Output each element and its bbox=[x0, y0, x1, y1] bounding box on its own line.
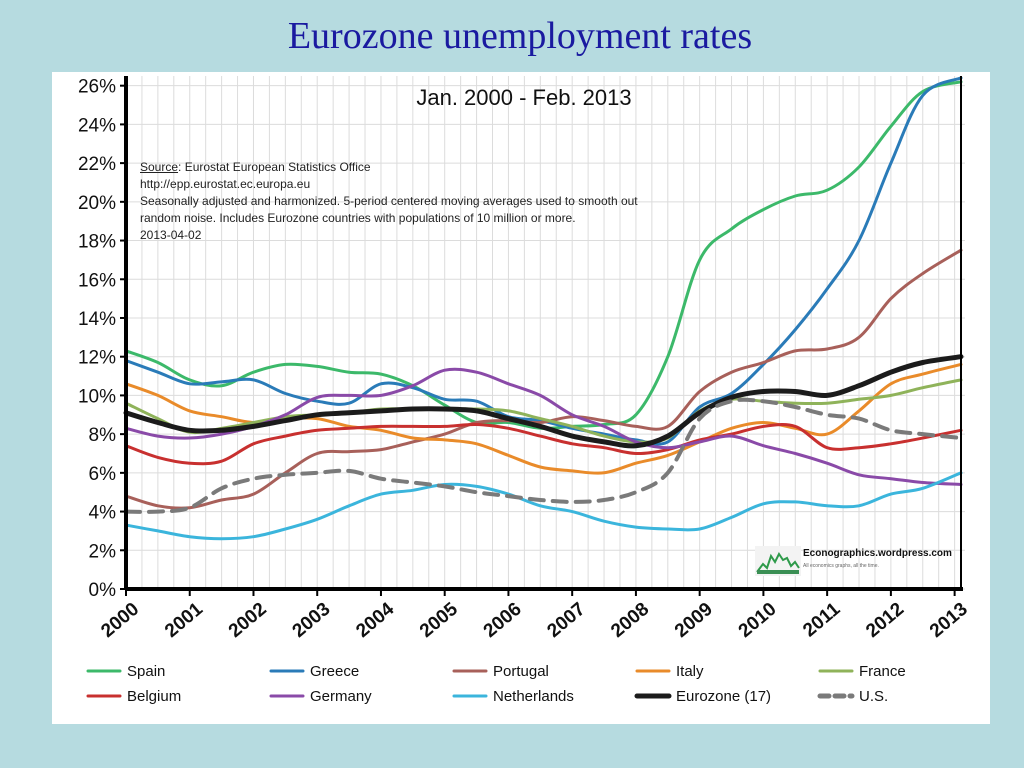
line-chart: 0% 2% 4% 6% 8% 10% 12% 14% 16% 18% 20% 22% 24% 26% 20… bbox=[78, 76, 972, 705]
method-note-line2: random noise. Includes Eurozone countrie… bbox=[140, 211, 576, 225]
y-tick-label: 4% bbox=[89, 503, 117, 524]
x-tick-label: 2013 bbox=[926, 599, 972, 642]
x-tick-label: 2001 bbox=[161, 598, 207, 642]
x-tick-label: 2004 bbox=[352, 598, 398, 642]
y-tick-label: 0% bbox=[89, 580, 117, 601]
series-line-greece bbox=[124, 76, 963, 446]
x-tick-label: 2005 bbox=[416, 598, 462, 642]
y-tick-label: 14% bbox=[78, 309, 116, 330]
y-tick-label: 20% bbox=[78, 193, 116, 214]
series-line-eurozone-17 bbox=[123, 354, 964, 449]
series-line-belgium bbox=[124, 422, 963, 466]
legend-label-eurozone-17: Eurozone (17) bbox=[676, 688, 771, 705]
series-line-france bbox=[124, 378, 963, 444]
series-line-spain bbox=[124, 80, 963, 430]
legend-label-portugal: Portugal bbox=[493, 663, 549, 680]
logo-chart-icon bbox=[755, 546, 801, 576]
note-date: 2013-04-02 bbox=[140, 228, 202, 242]
legend-label-spain: Spain bbox=[127, 663, 165, 680]
y-tick-label: 24% bbox=[78, 115, 116, 136]
source-label: Source bbox=[140, 160, 179, 174]
y-tick-label: 8% bbox=[89, 425, 117, 446]
legend-label-belgium: Belgium bbox=[127, 688, 181, 705]
y-tick-label: 2% bbox=[89, 541, 117, 562]
y-tick-label: 6% bbox=[89, 464, 117, 485]
chart-title: Jan. 2000 - Feb. 2013 bbox=[416, 85, 631, 110]
series-line-portugal bbox=[124, 248, 963, 510]
method-note-line1: Seasonally adjusted and harmonized. 5-pe… bbox=[140, 194, 638, 208]
series-line-u-s bbox=[124, 397, 963, 514]
legend-label-france: France bbox=[859, 663, 906, 680]
legend-label-germany: Germany bbox=[310, 688, 372, 705]
y-tick-label: 16% bbox=[78, 270, 116, 291]
logo-text: Econographics.wordpress.com bbox=[803, 548, 952, 559]
source-line: Source: Eurostat European Statistics Off… bbox=[140, 160, 371, 174]
x-tick-labels: 2000 2001 2002 2003 2004 2005 2006 2007 2008 2009… bbox=[97, 598, 972, 642]
source-text: : Eurostat European Statistics Office bbox=[178, 160, 371, 174]
x-tick-label: 2002 bbox=[225, 599, 271, 642]
legend-label-greece: Greece bbox=[310, 663, 359, 680]
legend: Spain Greece Portugal Italy France Belgium Ger… bbox=[86, 663, 906, 705]
y-tick-label: 18% bbox=[78, 232, 116, 253]
y-tick-labels: 0% 2% 4% 6% 8% 10% 12% 14% 16% 18% 20% 22% 24% 26% bbox=[78, 77, 116, 601]
y-tick-label: 10% bbox=[78, 386, 116, 407]
series-layer bbox=[123, 76, 964, 541]
logo-tagline: All economics graphs, all the time. bbox=[803, 563, 879, 569]
slide-title: Eurozone unemployment rates bbox=[287, 15, 753, 57]
x-tick-label: 2008 bbox=[607, 599, 653, 642]
x-tick-label: 2009 bbox=[671, 599, 717, 642]
y-tick-label: 22% bbox=[78, 154, 116, 175]
x-tick-label: 2006 bbox=[480, 599, 526, 642]
chart-panel: 0% 2% 4% 6% 8% 10% 12% 14% 16% 18% 20% 22% 24% 26% 20… bbox=[52, 72, 990, 724]
econographics-logo: Econographics.wordpress.com All economic… bbox=[755, 546, 955, 578]
y-tick-label: 26% bbox=[78, 77, 116, 98]
y-tick-label: 12% bbox=[78, 348, 116, 369]
x-tick-label: 2011 bbox=[799, 598, 844, 641]
series-line-netherlands bbox=[124, 471, 963, 541]
grid-layer bbox=[125, 76, 965, 590]
x-tick-label: 2012 bbox=[862, 599, 908, 642]
source-url: http://epp.eurostat.ec.europa.eu bbox=[140, 177, 311, 191]
legend-label-netherlands: Netherlands bbox=[493, 688, 574, 705]
legend-label-italy: Italy bbox=[676, 663, 704, 680]
x-tick-label: 2010 bbox=[735, 599, 781, 642]
legend-label-u-s: U.S. bbox=[859, 688, 888, 705]
x-tick-label: 2007 bbox=[544, 599, 590, 642]
x-tick-label: 2003 bbox=[289, 599, 335, 642]
x-tick-label: 2000 bbox=[97, 599, 143, 642]
axes-layer bbox=[120, 76, 963, 596]
